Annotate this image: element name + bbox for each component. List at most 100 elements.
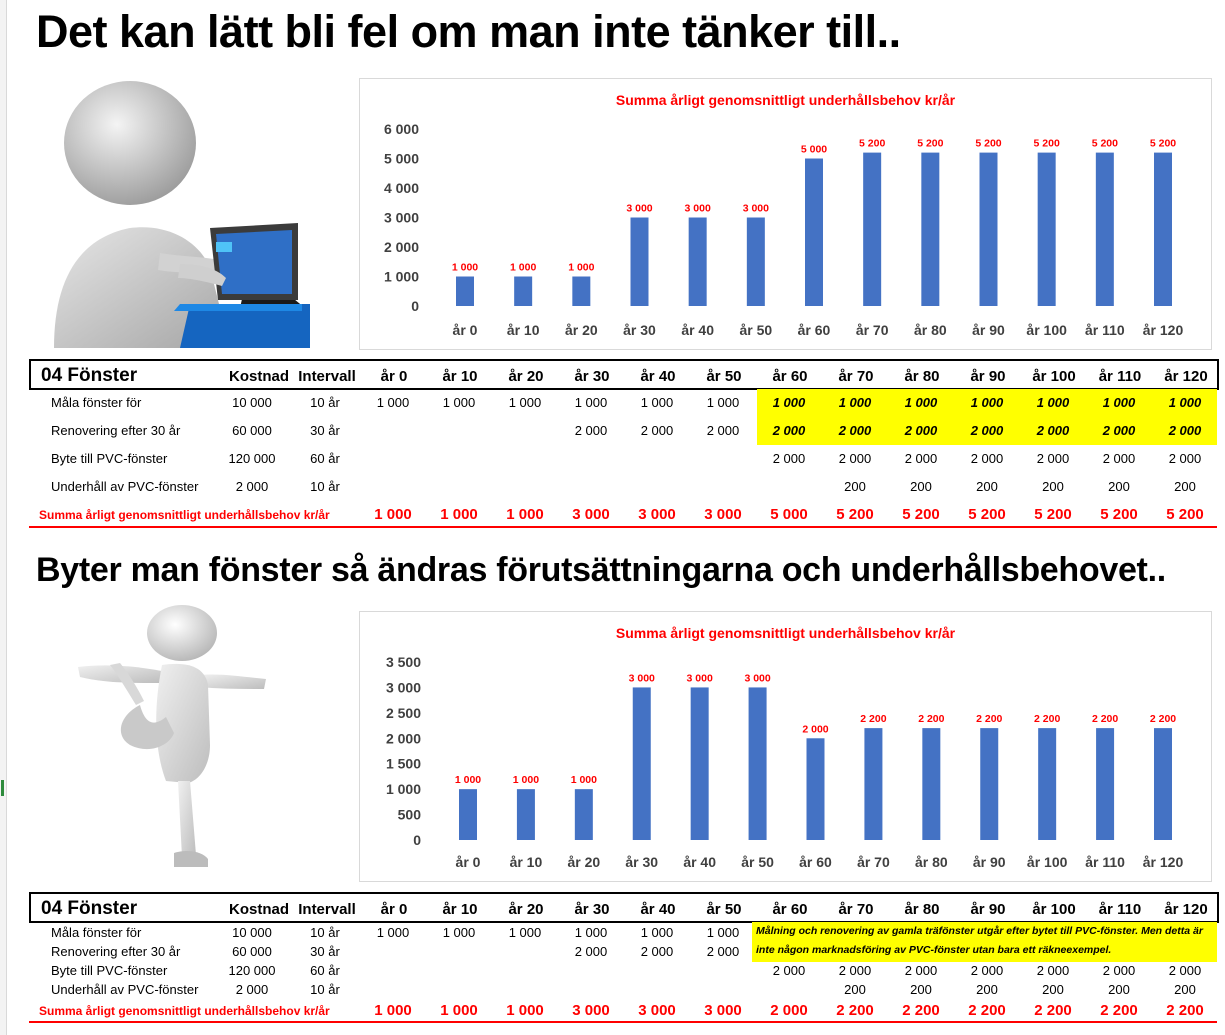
x-tick-label: år 40: [681, 322, 714, 338]
table-cell: 2 000: [838, 423, 872, 438]
data-label: 5 200: [917, 138, 943, 150]
sum-value: 1 000: [506, 506, 544, 523]
bar: [1154, 728, 1172, 840]
table-cell: 1 000: [1102, 395, 1136, 410]
col-header-intervall: Intervall: [298, 368, 356, 385]
col-header-year: år 80: [904, 901, 940, 918]
table-cell: 2 000: [772, 423, 806, 438]
bar: [806, 738, 825, 840]
x-tick-label: år 110: [1085, 854, 1125, 870]
chart-after: Summa årligt genomsnittligt underhållsbe…: [359, 611, 1212, 882]
col-header-year: år 20: [508, 901, 544, 918]
col-header-intervall: Intervall: [298, 901, 356, 918]
table-cell: 2 000: [970, 423, 1004, 438]
table-cell: 2 000: [640, 944, 674, 959]
col-header-year: år 10: [442, 901, 478, 918]
data-label: 5 000: [801, 144, 827, 156]
table-cell: 200: [910, 982, 932, 997]
data-label: 2 200: [976, 713, 1002, 725]
row-intervall: 60 år: [310, 963, 340, 978]
data-label: 3 000: [744, 672, 770, 684]
row-label: Byte till PVC-fönster: [51, 451, 168, 466]
sum-value: 5 200: [1100, 506, 1138, 523]
table-cell: 2 000: [970, 963, 1004, 978]
x-tick-label: år 70: [857, 854, 890, 870]
table-cell: 200: [1108, 982, 1130, 997]
table-cell: 1 000: [508, 925, 542, 940]
y-tick-label: 2 000: [384, 239, 419, 255]
sum-label: Summa årligt genomsnittligt underhållsbe…: [39, 508, 330, 522]
col-header-year: år 30: [574, 901, 610, 918]
data-label: 2 200: [1034, 713, 1060, 725]
table-header: 04 Fönster Kostnad Intervall år 0 år 10 år 20…: [29, 359, 1219, 390]
bar: [922, 728, 941, 840]
bar: [1096, 728, 1115, 840]
y-tick-label: 500: [398, 807, 422, 823]
data-label: 5 200: [859, 138, 885, 150]
sum-underline: [29, 526, 1217, 528]
data-label: 5 200: [1150, 138, 1176, 150]
sum-value: 2 200: [968, 1002, 1006, 1019]
table-cell: 200: [1042, 479, 1064, 494]
bar: [459, 789, 477, 840]
table-cell: 2 000: [904, 451, 938, 466]
x-tick-label: år 100: [1026, 322, 1067, 338]
row-intervall: 10 år: [310, 982, 340, 997]
row-kostnad: 120 000: [228, 963, 276, 978]
x-tick-label: år 110: [1085, 322, 1125, 338]
bar: [516, 789, 535, 840]
data-label: 3 000: [629, 672, 655, 684]
table-cell: 200: [1174, 479, 1196, 494]
row-intervall: 30 år: [310, 423, 340, 438]
y-tick-label: 1 500: [386, 756, 421, 772]
bar: [1154, 152, 1172, 306]
table-cell: 1 000: [574, 395, 608, 410]
table-cell: 1 000: [574, 925, 608, 940]
x-tick-label: år 70: [856, 322, 889, 338]
row-label: Måla fönster för: [51, 395, 142, 410]
sheet-row-marker: [1, 780, 4, 796]
col-header-year: år 120: [1164, 901, 1208, 918]
row-kostnad: 60 000: [232, 944, 272, 959]
chart-title: Summa årligt genomsnittligt underhållsbe…: [616, 92, 956, 108]
col-header-year: år 100: [1032, 368, 1076, 385]
table-cell: 2 000: [1168, 963, 1202, 978]
bar: [574, 789, 593, 840]
table-cell: 200: [1042, 982, 1064, 997]
table-cell: 1 000: [442, 925, 476, 940]
x-tick-label: år 0: [453, 322, 478, 338]
row-kostnad: 10 000: [232, 395, 272, 410]
col-header-year: år 0: [380, 901, 408, 918]
highlight-band: [757, 389, 1217, 445]
col-header-year: år 40: [640, 901, 676, 918]
x-tick-label: år 80: [914, 322, 947, 338]
sum-value: 5 200: [1166, 506, 1204, 523]
table-cell: 2 000: [574, 944, 608, 959]
sum-value: 3 000: [704, 1002, 742, 1019]
col-header-year: år 30: [574, 368, 610, 385]
data-label: 2 200: [1150, 713, 1176, 725]
data-label: 3 000: [626, 203, 652, 215]
y-tick-label: 3 500: [386, 654, 421, 670]
chart-title: Summa årligt genomsnittligt underhållsbe…: [616, 625, 956, 641]
col-header-year: år 80: [904, 368, 940, 385]
col-header-year: år 50: [706, 901, 742, 918]
sum-value: 2 000: [770, 1002, 808, 1019]
table-cell: 2 000: [838, 451, 872, 466]
data-label: 1 000: [455, 774, 481, 786]
sum-value: 1 000: [506, 1002, 544, 1019]
col-header-year: år 10: [442, 368, 478, 385]
table-cell: 2 000: [1102, 963, 1136, 978]
x-tick-label: år 80: [915, 854, 948, 870]
y-tick-label: 0: [411, 298, 419, 314]
bar: [805, 158, 823, 306]
col-header-year: år 120: [1164, 368, 1208, 385]
sum-value: 3 000: [638, 1002, 676, 1019]
table-cell: 1 000: [376, 395, 410, 410]
data-label: 3 000: [687, 672, 713, 684]
col-header-year: år 60: [772, 901, 808, 918]
bar: [456, 276, 474, 306]
person-stretching-figure: [70, 605, 270, 875]
sum-value: 1 000: [374, 1002, 412, 1019]
row-label: Renovering efter 30 år: [51, 944, 181, 959]
